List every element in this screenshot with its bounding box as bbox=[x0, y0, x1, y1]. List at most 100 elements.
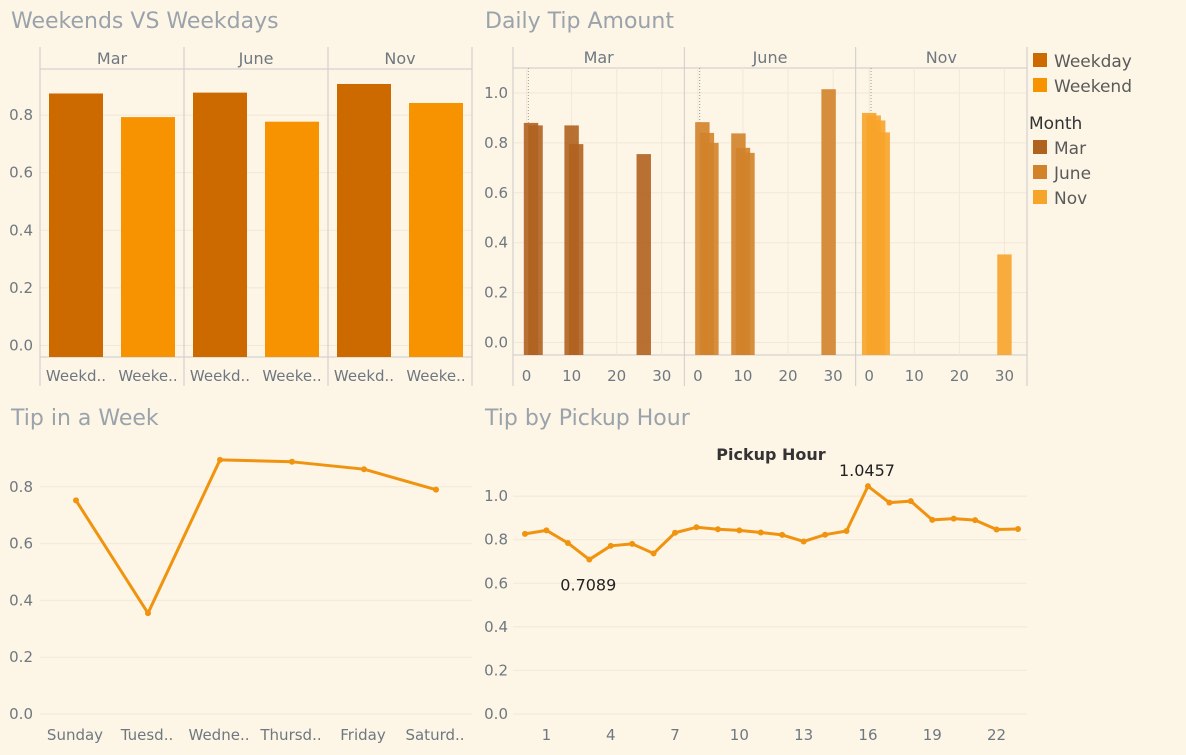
legend-swatch-weekday bbox=[1033, 53, 1047, 67]
x-tick-label: 20 bbox=[607, 367, 626, 385]
title-tip-by-pickup-hour: Tip by Pickup Hour bbox=[484, 406, 691, 431]
chart-daily-tip-amount: 0.0 0.2 0.4 0.6 0.8 1.0 Mar 0 10 20 30 June 0 10 20 30 N… bbox=[484, 47, 1028, 386]
bar bbox=[528, 125, 543, 356]
series-line bbox=[74, 458, 437, 615]
y-tick-label: 0.6 bbox=[484, 574, 508, 592]
data-point bbox=[779, 531, 786, 538]
x-tick-label: Sunday bbox=[47, 726, 103, 744]
y-tick-label: 0.2 bbox=[9, 279, 33, 297]
legend-title-month: Month bbox=[1029, 114, 1082, 134]
x-tick-label: 0 bbox=[522, 367, 532, 385]
y-tick-label: 0.2 bbox=[484, 661, 508, 679]
x-tick-label: 0 bbox=[693, 367, 703, 385]
x-tick-label: Thursd.. bbox=[259, 726, 321, 744]
data-point bbox=[843, 528, 850, 534]
x-tick-label: Weekd.. bbox=[190, 367, 250, 385]
panel-header: Nov bbox=[926, 48, 957, 67]
bar bbox=[568, 144, 584, 355]
x-tick-label: 10 bbox=[733, 367, 752, 385]
data-point bbox=[607, 542, 614, 549]
data-point bbox=[522, 530, 528, 537]
x-tick-label: 4 bbox=[606, 726, 616, 744]
y-tick-label: 0.8 bbox=[9, 478, 33, 496]
bar bbox=[740, 152, 755, 355]
y-tick-label: 1.0 bbox=[484, 487, 508, 505]
chart-tip-by-pickup-hour: 0.0 0.2 0.4 0.6 0.8 1.0 1 4 7 10 13 16 19 22 0.7089 1.0… bbox=[484, 461, 1027, 744]
y-tick-label: 0.4 bbox=[484, 618, 508, 636]
x-tick-label: Wedne.. bbox=[189, 726, 250, 744]
panel-header: Nov bbox=[384, 49, 415, 68]
chart-weekends-vs-weekdays: 0.0 0.2 0.4 0.6 0.8 Mar Weekd.. Weeke.. June Week… bbox=[9, 47, 473, 386]
legend-swatch-weekend bbox=[1033, 78, 1047, 92]
title-weekends-vs-weekdays: Weekends VS Weekdays bbox=[11, 9, 279, 34]
title-daily-tip-amount: Daily Tip Amount bbox=[485, 9, 674, 34]
y-tick-label: 0.8 bbox=[484, 134, 508, 152]
y-tick-label: 0.0 bbox=[9, 705, 33, 723]
y-tick-label: 0.4 bbox=[9, 221, 33, 239]
data-label: 1.0457 bbox=[839, 461, 895, 480]
legend-label-nov: Nov bbox=[1054, 189, 1087, 209]
x-tick-label: 10 bbox=[730, 726, 749, 744]
y-tick-label: 0.0 bbox=[9, 336, 33, 354]
x-tick-label: 22 bbox=[987, 726, 1006, 744]
data-point bbox=[1015, 526, 1021, 533]
x-tick-label: 7 bbox=[670, 726, 680, 744]
data-point bbox=[757, 529, 764, 536]
x-tick-label: Weeke.. bbox=[262, 367, 321, 385]
data-point bbox=[800, 538, 807, 545]
y-tick-label: 0.0 bbox=[484, 705, 508, 723]
legend-label-mar: Mar bbox=[1054, 139, 1086, 159]
y-tick-label: 0.4 bbox=[9, 591, 33, 609]
panel-header: June bbox=[238, 49, 274, 68]
bar bbox=[193, 92, 247, 357]
legend-swatch-nov bbox=[1033, 190, 1047, 204]
data-point bbox=[629, 540, 636, 547]
subtitle-pickup-hour: Pickup Hour bbox=[716, 445, 826, 464]
y-tick-label: 0.6 bbox=[9, 164, 33, 182]
data-point bbox=[564, 539, 571, 546]
y-tick-label: 0.4 bbox=[484, 234, 508, 252]
panel-header: Mar bbox=[584, 48, 615, 67]
data-point bbox=[217, 456, 223, 463]
bar bbox=[49, 93, 103, 357]
x-tick-label: 10 bbox=[905, 367, 924, 385]
data-point bbox=[672, 529, 679, 536]
bar bbox=[821, 89, 836, 355]
x-tick-label: 30 bbox=[995, 367, 1014, 385]
x-tick-label: 16 bbox=[858, 726, 877, 744]
data-label: 0.7089 bbox=[560, 576, 616, 595]
data-point bbox=[993, 526, 1000, 533]
bar bbox=[409, 102, 463, 357]
bar bbox=[704, 142, 719, 355]
y-tick-label: 1.0 bbox=[484, 84, 508, 102]
data-point bbox=[950, 515, 957, 522]
y-tick-label: 0.8 bbox=[484, 531, 508, 549]
data-point bbox=[714, 526, 721, 533]
bar bbox=[636, 154, 651, 355]
data-point bbox=[543, 527, 550, 534]
y-tick-label: 0.6 bbox=[484, 184, 508, 202]
panel-header: Mar bbox=[97, 49, 128, 68]
legend: Weekday Weekend Month Mar June Nov bbox=[1029, 52, 1132, 209]
x-tick-label: 20 bbox=[778, 367, 797, 385]
x-tick-label: 0 bbox=[864, 367, 874, 385]
x-tick-label: 30 bbox=[824, 367, 843, 385]
y-tick-label: 0.6 bbox=[9, 535, 33, 553]
x-tick-label: Weeke.. bbox=[406, 367, 465, 385]
data-point bbox=[929, 516, 936, 523]
x-tick-label: 20 bbox=[950, 367, 969, 385]
x-tick-label: Friday bbox=[340, 726, 386, 744]
data-point bbox=[693, 524, 700, 531]
data-point bbox=[361, 466, 367, 473]
legend-label-weekend: Weekend bbox=[1054, 77, 1132, 97]
y-tick-label: 0.2 bbox=[484, 284, 508, 302]
bar bbox=[121, 117, 175, 357]
x-tick-label: Tuesd.. bbox=[120, 726, 174, 744]
data-point bbox=[736, 527, 743, 534]
x-tick-label: 13 bbox=[794, 726, 813, 744]
x-tick-label: Saturd.. bbox=[405, 726, 464, 744]
data-point bbox=[972, 517, 979, 524]
data-point bbox=[73, 497, 79, 504]
x-tick-label: 30 bbox=[652, 367, 671, 385]
legend-swatch-june bbox=[1033, 165, 1047, 179]
